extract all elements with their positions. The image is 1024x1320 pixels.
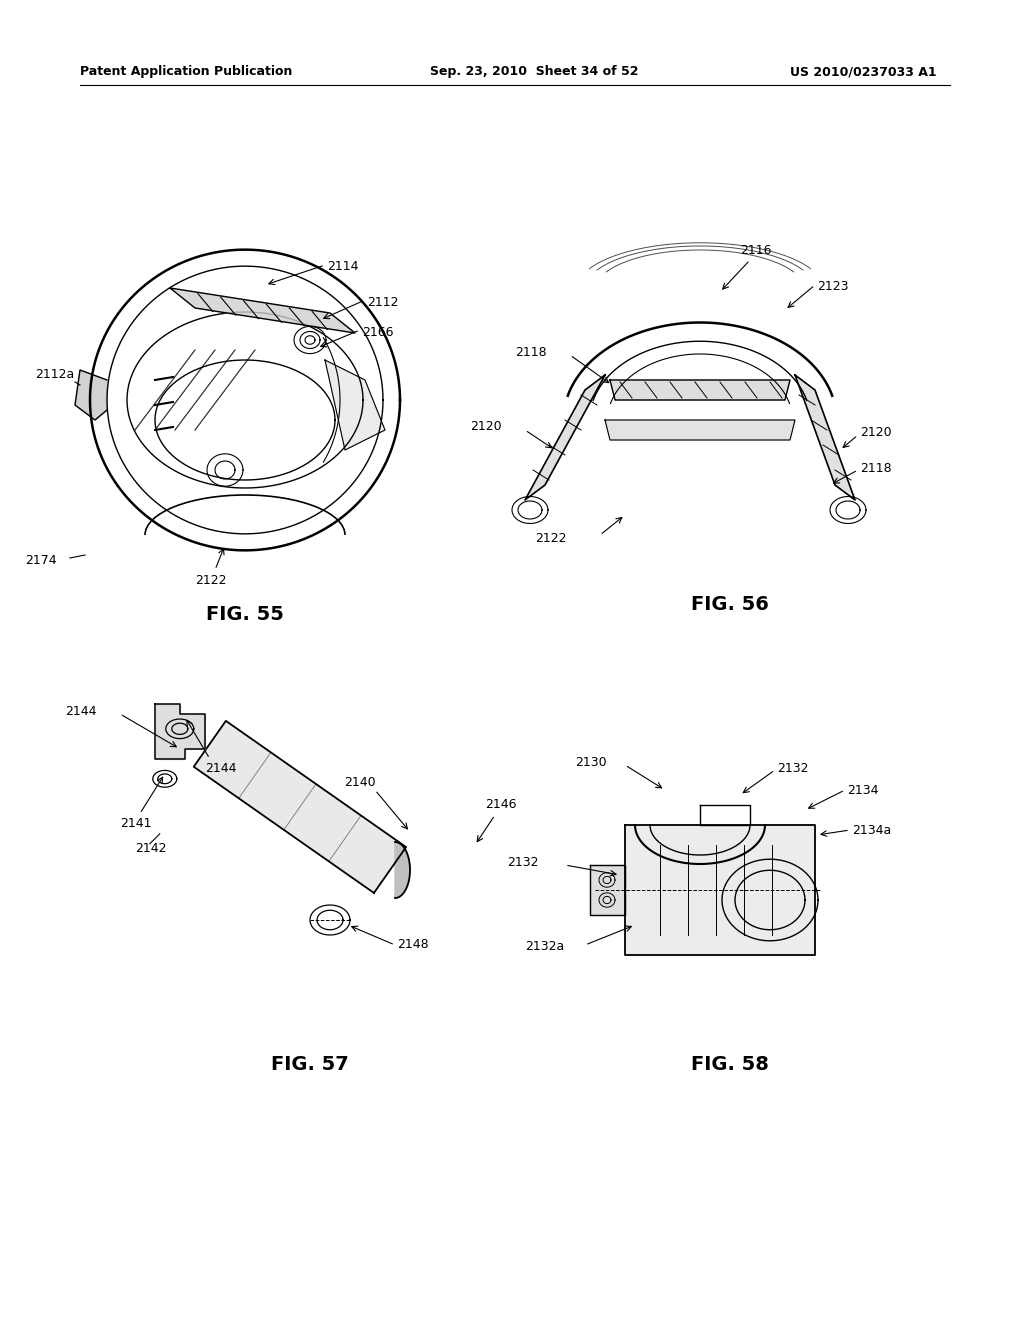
Polygon shape	[194, 721, 407, 892]
Text: 2148: 2148	[397, 939, 429, 952]
Text: 2130: 2130	[575, 755, 606, 768]
Text: 2118: 2118	[515, 346, 547, 359]
Text: 2132a: 2132a	[525, 940, 564, 953]
Text: 2120: 2120	[860, 426, 892, 440]
Text: 2123: 2123	[817, 281, 849, 293]
Text: 2134: 2134	[847, 784, 879, 796]
Text: 2134a: 2134a	[852, 824, 891, 837]
Text: 2118: 2118	[860, 462, 892, 474]
Text: FIG. 55: FIG. 55	[206, 606, 284, 624]
Text: 2112a: 2112a	[35, 368, 75, 381]
Text: 2174: 2174	[25, 553, 56, 566]
Text: FIG. 58: FIG. 58	[691, 1056, 769, 1074]
Text: 2144: 2144	[65, 705, 96, 718]
Polygon shape	[590, 865, 625, 915]
Polygon shape	[625, 825, 815, 954]
Text: 2120: 2120	[470, 421, 502, 433]
Text: 2132: 2132	[777, 762, 809, 775]
Polygon shape	[395, 842, 410, 898]
Text: Patent Application Publication: Patent Application Publication	[80, 66, 293, 78]
Text: FIG. 57: FIG. 57	[271, 1056, 349, 1074]
Text: Sep. 23, 2010  Sheet 34 of 52: Sep. 23, 2010 Sheet 34 of 52	[430, 66, 639, 78]
Polygon shape	[155, 704, 205, 759]
Polygon shape	[795, 375, 855, 500]
Text: 2114: 2114	[327, 260, 358, 273]
Text: 2140: 2140	[344, 776, 376, 788]
Text: 2144: 2144	[205, 763, 237, 775]
Text: 2141: 2141	[120, 817, 152, 830]
Text: 2132: 2132	[507, 857, 539, 870]
Text: 2122: 2122	[535, 532, 566, 544]
Text: 2142: 2142	[135, 842, 166, 855]
Text: 2116: 2116	[740, 243, 771, 256]
Text: 2146: 2146	[485, 799, 516, 812]
Text: 2166: 2166	[362, 326, 393, 338]
Text: 2122: 2122	[195, 573, 226, 586]
Text: FIG. 56: FIG. 56	[691, 595, 769, 615]
Polygon shape	[325, 360, 385, 450]
Polygon shape	[610, 380, 790, 400]
Polygon shape	[525, 375, 605, 500]
Polygon shape	[170, 288, 355, 333]
Polygon shape	[75, 370, 106, 420]
Text: US 2010/0237033 A1: US 2010/0237033 A1	[790, 66, 937, 78]
Text: 2112: 2112	[367, 296, 398, 309]
Polygon shape	[605, 420, 795, 440]
